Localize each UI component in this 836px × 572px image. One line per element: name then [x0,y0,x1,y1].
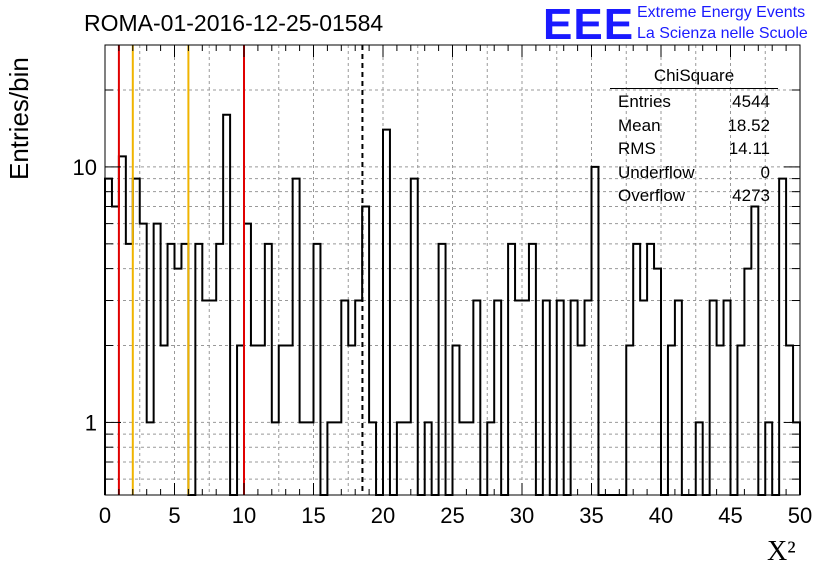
x-tick-label: 35 [579,503,603,528]
x-tick-label: 0 [99,503,111,528]
marker-lines [117,45,364,495]
x-axis-label: X² [767,536,796,567]
x-tick-label: 30 [510,503,534,528]
x-tick-label: 15 [301,503,325,528]
y-tick-label: 10 [73,155,97,180]
x-tick-label: 20 [371,503,395,528]
axes: 0 5 10 15 20 25 30 35 40 45 50 1 10 [73,44,812,528]
stats-label: Entries [618,92,671,111]
stats-value: 14.11 [728,139,770,158]
stats-label: Overflow [618,186,686,205]
stats-label: RMS [618,139,656,158]
stats-row-mean: Mean 18.52 [610,114,778,138]
x-tick-label: 40 [649,503,673,528]
x-tick-label: 5 [168,503,180,528]
x-tick-label: 45 [718,503,742,528]
stats-value: 18.52 [727,115,770,135]
stats-box: ChiSquare Entries 4544 Mean 18.52 RMS 14… [610,66,778,208]
y-axis-label: Entries/bin [4,57,34,180]
stats-row-rms: RMS 14.11 [610,137,778,161]
stats-label: Mean [618,115,661,135]
logo-line-1: Extreme Energy Events [637,4,806,21]
logo-line-2: La Scienza nelle Scuole [637,25,808,42]
stats-value: 4544 [732,92,770,111]
x-tick-label: 10 [232,503,256,528]
chart-title: ROMA-01-2016-12-25-01584 [84,10,384,36]
x-tick-label: 50 [788,503,812,528]
eee-logo: EEE [543,0,635,49]
stats-title: ChiSquare [610,66,778,89]
stats-row-underflow: Underflow 0 [610,161,778,185]
stats-value: 4273 [732,186,770,205]
stats-label: Underflow [618,162,695,182]
stats-row-entries: Entries 4544 [610,90,778,114]
stats-row-overflow: Overflow 4273 [610,184,778,208]
y-tick-label: 1 [85,410,97,435]
stats-value: 0 [760,162,770,182]
x-tick-label: 25 [440,503,464,528]
